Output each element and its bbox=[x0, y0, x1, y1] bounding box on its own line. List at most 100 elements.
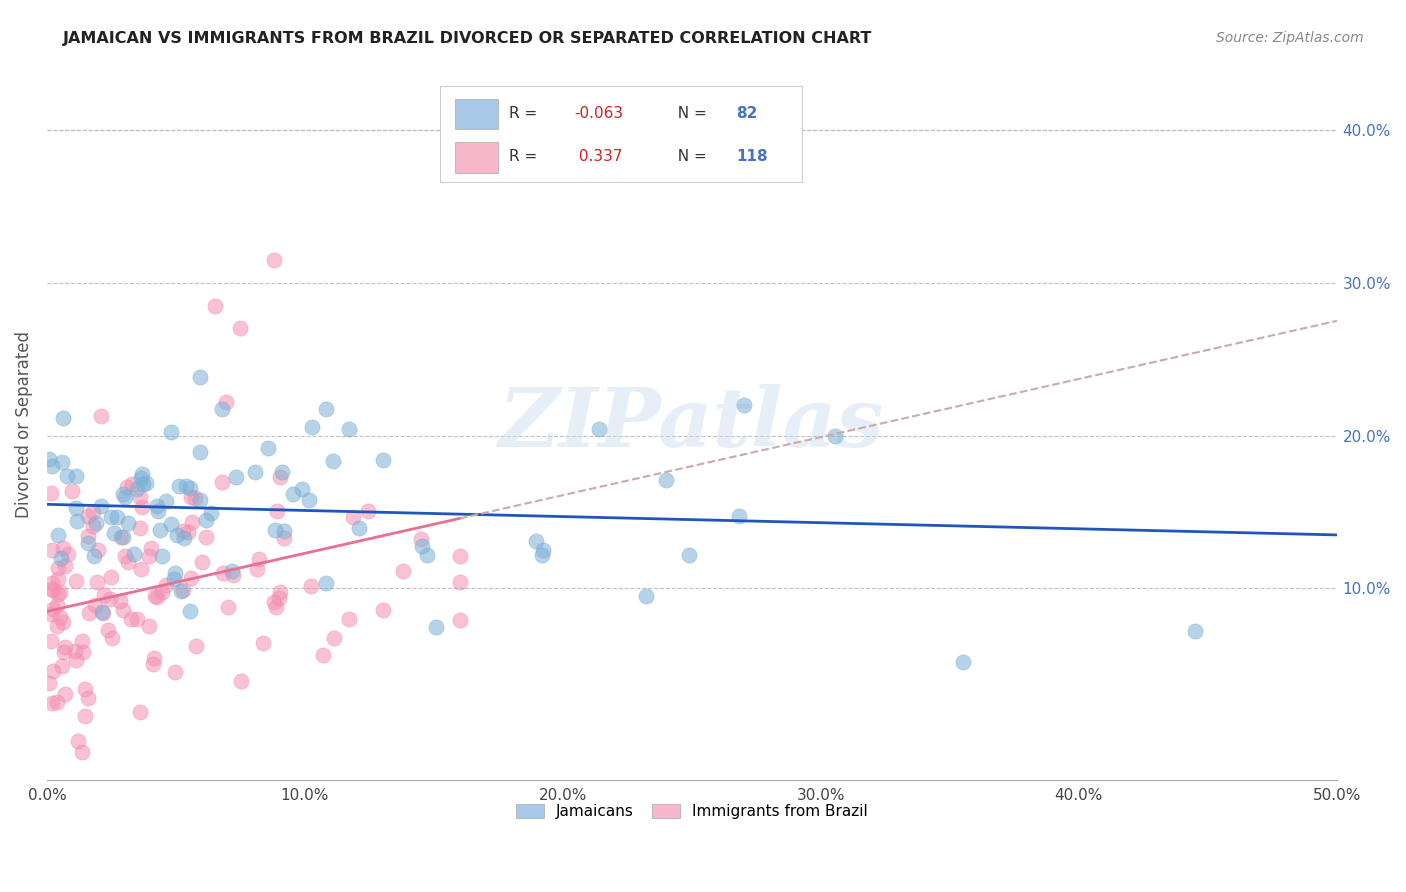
Point bbox=[160, 516, 183, 531]
Point bbox=[77, 536, 100, 550]
Point bbox=[678, 549, 700, 563]
Point bbox=[155, 578, 177, 592]
Point bbox=[266, 504, 288, 518]
Point bbox=[322, 453, 344, 467]
Point bbox=[312, 648, 335, 662]
Point bbox=[221, 565, 243, 579]
Point bbox=[65, 469, 87, 483]
Point bbox=[217, 600, 239, 615]
Point bbox=[51, 659, 73, 673]
Point bbox=[98, 592, 121, 607]
Point bbox=[91, 606, 114, 620]
Point bbox=[357, 504, 380, 518]
Point bbox=[269, 585, 291, 599]
Point bbox=[188, 445, 211, 459]
Point bbox=[530, 548, 553, 562]
Point bbox=[45, 695, 67, 709]
Point bbox=[125, 611, 148, 625]
Point bbox=[163, 572, 186, 586]
Text: JAMAICAN VS IMMIGRANTS FROM BRAZIL DIVORCED OR SEPARATED CORRELATION CHART: JAMAICAN VS IMMIGRANTS FROM BRAZIL DIVOR… bbox=[63, 31, 873, 46]
Point bbox=[105, 510, 128, 524]
Point bbox=[122, 547, 145, 561]
Point bbox=[349, 521, 371, 535]
Point bbox=[89, 409, 111, 423]
Point bbox=[416, 548, 439, 562]
Point bbox=[112, 530, 135, 544]
Point bbox=[138, 619, 160, 633]
Point bbox=[634, 589, 657, 603]
Point bbox=[103, 525, 125, 540]
Point bbox=[108, 594, 131, 608]
Point bbox=[38, 676, 60, 690]
Point bbox=[86, 574, 108, 589]
Point bbox=[65, 653, 87, 667]
Point bbox=[125, 482, 148, 496]
Point bbox=[194, 530, 217, 544]
Point bbox=[211, 475, 233, 490]
Point bbox=[188, 369, 211, 384]
Point bbox=[128, 521, 150, 535]
Point bbox=[342, 510, 364, 524]
Point bbox=[49, 610, 72, 624]
Point bbox=[229, 674, 252, 689]
Point bbox=[45, 598, 67, 612]
Point bbox=[131, 500, 153, 515]
Point bbox=[323, 631, 346, 645]
Point bbox=[281, 486, 304, 500]
Point bbox=[299, 579, 322, 593]
Point bbox=[70, 744, 93, 758]
Point bbox=[132, 476, 155, 491]
Point bbox=[733, 398, 755, 412]
Point bbox=[315, 576, 337, 591]
Point bbox=[179, 604, 201, 618]
Point bbox=[75, 681, 97, 696]
Point bbox=[41, 458, 63, 473]
Point bbox=[131, 467, 153, 481]
Point bbox=[166, 528, 188, 542]
Legend: Jamaicans, Immigrants from Brazil: Jamaicans, Immigrants from Brazil bbox=[510, 798, 873, 825]
Y-axis label: Divorced or Separated: Divorced or Separated bbox=[15, 331, 32, 517]
Point bbox=[46, 572, 69, 586]
Point bbox=[824, 428, 846, 442]
Point bbox=[138, 549, 160, 564]
Point bbox=[257, 441, 280, 455]
Point bbox=[449, 549, 471, 564]
Point bbox=[41, 543, 63, 558]
Point bbox=[184, 640, 207, 654]
Point bbox=[100, 570, 122, 584]
Point bbox=[73, 709, 96, 723]
Point bbox=[143, 589, 166, 603]
Point bbox=[129, 706, 152, 720]
Point bbox=[222, 568, 245, 582]
Point bbox=[90, 500, 112, 514]
Point bbox=[77, 508, 100, 523]
Point bbox=[117, 516, 139, 530]
Point bbox=[146, 504, 169, 518]
Point bbox=[53, 687, 76, 701]
Point bbox=[172, 524, 194, 538]
Point bbox=[45, 619, 67, 633]
Point bbox=[79, 606, 101, 620]
Point bbox=[174, 479, 197, 493]
Point bbox=[53, 640, 76, 654]
Point bbox=[91, 605, 114, 619]
Point bbox=[180, 490, 202, 504]
Point bbox=[211, 401, 233, 416]
Point bbox=[129, 562, 152, 576]
Text: Source: ZipAtlas.com: Source: ZipAtlas.com bbox=[1216, 31, 1364, 45]
Point bbox=[146, 591, 169, 605]
Point bbox=[150, 585, 173, 599]
Point bbox=[114, 549, 136, 563]
Point bbox=[212, 566, 235, 580]
Point bbox=[188, 493, 211, 508]
Point bbox=[97, 623, 120, 637]
Point bbox=[65, 574, 87, 588]
Point bbox=[425, 620, 447, 634]
Point bbox=[77, 529, 100, 543]
Point bbox=[117, 555, 139, 569]
Point bbox=[101, 631, 124, 645]
Point bbox=[371, 453, 394, 467]
Point bbox=[160, 425, 183, 439]
Point bbox=[243, 465, 266, 479]
Point bbox=[392, 564, 415, 578]
